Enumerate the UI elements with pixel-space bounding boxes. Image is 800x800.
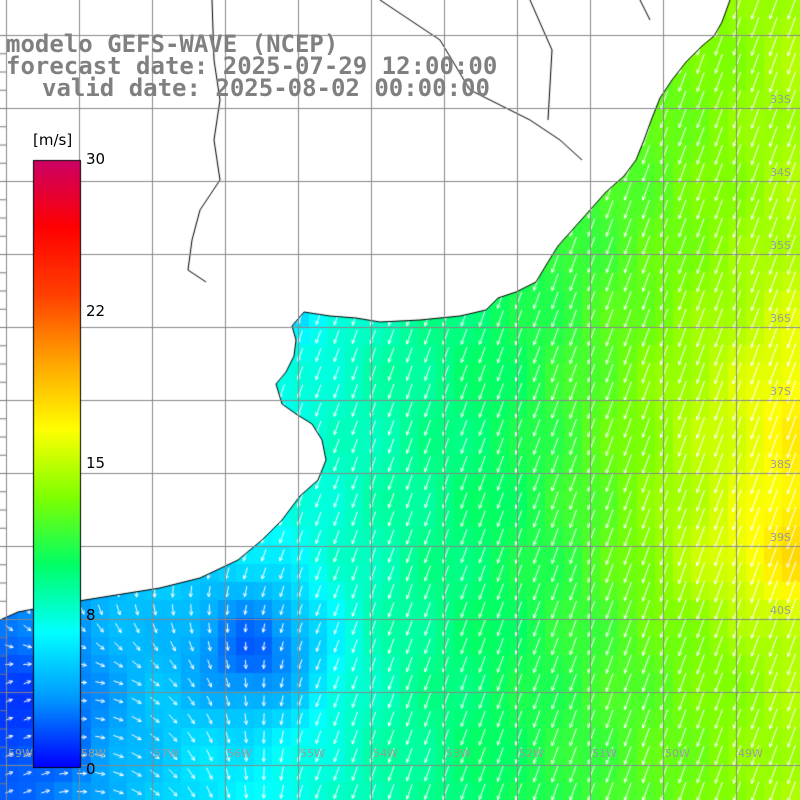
lon-label-50w: 50W (665, 747, 690, 760)
lon-label-57w: 57W (154, 747, 179, 760)
lon-label-51w: 51W (592, 747, 617, 760)
lon-label-52w: 52W (519, 747, 544, 760)
lon-label-59w: 59W (8, 747, 33, 760)
valid-date-title: valid date: 2025-08-02 00:00:00 (42, 74, 490, 102)
lat-label-35s: 35S (770, 239, 791, 252)
colorbar-tick-22: 22 (86, 302, 106, 320)
lon-label-53w: 53W (446, 747, 471, 760)
colorbar-tick-15: 15 (86, 454, 106, 472)
lon-label-58w: 58W (81, 747, 106, 760)
lat-label-38s: 38S (770, 458, 791, 471)
lon-label-54w: 54W (373, 747, 398, 760)
lon-label-56w: 56W (227, 747, 252, 760)
colorbar-tick-30: 30 (86, 150, 106, 168)
lat-label-37s: 37S (770, 385, 791, 398)
lat-label-33s: 33S (770, 93, 791, 106)
lat-label-36s: 36S (770, 312, 791, 325)
colorbar-unit-label: [m/s] (33, 131, 73, 149)
lat-label-34s: 34S (770, 166, 791, 179)
lat-label-39s: 39S (770, 531, 791, 544)
colorbar-tick-8: 8 (86, 606, 96, 624)
forecast-date-title: forecast date: 2025-07-29 12:00:00 (6, 52, 498, 80)
lon-label-49w: 49W (738, 747, 763, 760)
lon-label-55w: 55W (300, 747, 325, 760)
model-title: modelo GEFS-WAVE (NCEP) (6, 30, 339, 58)
lat-label-40s: 40S (770, 604, 791, 617)
colorbar-tick-0: 0 (86, 760, 96, 778)
